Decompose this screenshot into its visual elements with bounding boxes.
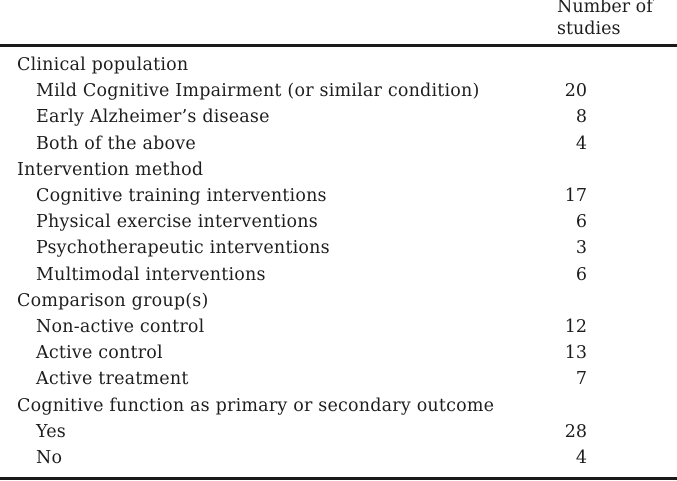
row-label: Intervention method xyxy=(17,159,204,180)
row-value: 28 xyxy=(564,421,587,442)
table-row: Physical exercise interventions 6 xyxy=(0,209,677,235)
table-row-category: Cognitive function as primary or seconda… xyxy=(0,392,677,418)
row-label: Clinical population xyxy=(17,55,189,76)
row-value: 3 xyxy=(575,238,587,259)
table-row: Yes 28 xyxy=(0,419,677,445)
row-label: Both of the above xyxy=(36,133,196,154)
row-value: 4 xyxy=(575,447,587,468)
column-header-line1: Number of xyxy=(557,0,653,17)
row-label: Cognitive function as primary or seconda… xyxy=(17,395,495,416)
row-value: 6 xyxy=(575,264,587,285)
table-row: Both of the above 4 xyxy=(0,131,677,157)
row-label: No xyxy=(36,447,63,468)
table-row-category: Comparison group(s) xyxy=(0,288,677,314)
table-row-category: Clinical population xyxy=(0,52,677,78)
table-row: Cognitive training interventions 17 xyxy=(0,183,677,209)
column-header-line2: studies xyxy=(557,19,621,39)
row-value: 8 xyxy=(575,107,587,128)
row-label: Active treatment xyxy=(36,369,189,390)
table-row: Mild Cognitive Impairment (or similar co… xyxy=(0,78,677,104)
table-row: Non-active control 12 xyxy=(0,314,677,340)
table-row: No 4 xyxy=(0,445,677,471)
row-label: Early Alzheimer’s disease xyxy=(36,107,270,128)
row-label: Cognitive training interventions xyxy=(36,186,327,207)
row-label: Yes xyxy=(36,421,66,442)
table-bottom-rule xyxy=(0,477,677,480)
row-value: 20 xyxy=(564,81,587,102)
table-row-category: Intervention method xyxy=(0,157,677,183)
row-label: Active control xyxy=(36,343,163,364)
table-body: Clinical population Mild Cognitive Impai… xyxy=(0,52,677,471)
row-value: 4 xyxy=(575,133,587,154)
table-row: Active treatment 7 xyxy=(0,366,677,392)
row-value: 17 xyxy=(564,186,587,207)
row-value: 12 xyxy=(564,316,587,337)
row-label: Mild Cognitive Impairment (or similar co… xyxy=(36,81,480,102)
row-label: Comparison group(s) xyxy=(17,290,209,311)
column-header-number-of-studies: Number of studies xyxy=(557,0,653,40)
table-top-rule xyxy=(0,44,677,47)
table-row: Psychotherapeutic interventions 3 xyxy=(0,235,677,261)
table-row: Early Alzheimer’s disease 8 xyxy=(0,104,677,130)
row-value: 7 xyxy=(575,369,587,390)
row-label: Physical exercise interventions xyxy=(36,212,318,233)
row-value: 13 xyxy=(564,343,587,364)
row-label: Psychotherapeutic interventions xyxy=(36,238,330,259)
table-row: Active control 13 xyxy=(0,340,677,366)
row-label: Non-active control xyxy=(36,316,205,337)
row-value: 6 xyxy=(575,212,587,233)
table-row: Multimodal interventions 6 xyxy=(0,262,677,288)
row-label: Multimodal interventions xyxy=(36,264,266,285)
